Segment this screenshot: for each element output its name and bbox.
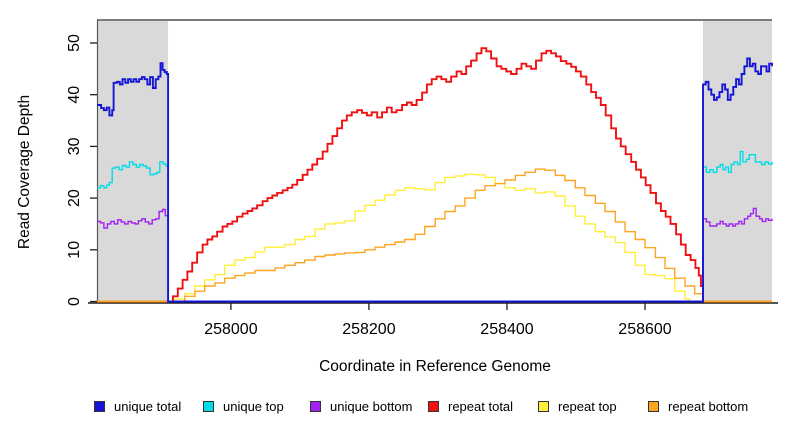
unique-total-swatch-icon: [94, 400, 105, 412]
legend-label: repeat top: [558, 398, 617, 414]
x-tick-label: 258000: [204, 321, 257, 338]
legend-label: repeat total: [448, 398, 514, 414]
series-repeat-top: [97, 173, 772, 303]
legend-item-unique-bottom: unique bottom: [310, 398, 413, 414]
repeat-top-swatch-icon: [538, 400, 549, 412]
unique-top-swatch-icon: [203, 400, 214, 412]
legend-label: unique total: [114, 398, 182, 414]
x-axis-title: Coordinate in Reference Genome: [319, 358, 551, 375]
y-tick-label: 10: [66, 241, 83, 259]
repeat-bottom-swatch-icon: [648, 400, 659, 412]
unique-bottom-swatch-icon: [310, 400, 321, 412]
y-tick-label: 30: [66, 137, 83, 155]
legend-item-repeat-total: repeat total: [428, 398, 514, 414]
x-tick-label: 258600: [618, 321, 671, 338]
x-tick-label: 258400: [480, 321, 533, 338]
y-axis-title: Read Coverage Depth: [16, 95, 33, 249]
y-tick-label: 20: [66, 189, 83, 207]
legend-item-repeat-top: repeat top: [538, 398, 617, 414]
left-masked-region: [97, 19, 169, 303]
repeat-total-swatch-icon: [428, 400, 439, 412]
legend-label: unique bottom: [330, 398, 413, 414]
legend-item-unique-total: unique total: [94, 398, 182, 414]
legend-label: repeat bottom: [668, 398, 749, 414]
legend-label: unique top: [223, 398, 284, 414]
legend-item-unique-top: unique top: [203, 398, 284, 414]
y-tick-label: 0: [66, 297, 83, 306]
series-unique-total: [97, 57, 773, 303]
legend-item-repeat-bottom: repeat bottom: [648, 398, 749, 414]
x-tick-label: 258200: [342, 321, 395, 338]
series-repeat-total: [97, 47, 772, 303]
y-tick-label: 50: [66, 34, 83, 52]
series-repeat-bottom: [97, 168, 772, 303]
right-masked-region: [703, 19, 772, 303]
y-tick-label: 40: [66, 86, 83, 104]
coverage-plot: 258000 258200 258400 258600 0 10 20 30 40 50 Coord…: [16, 19, 778, 375]
